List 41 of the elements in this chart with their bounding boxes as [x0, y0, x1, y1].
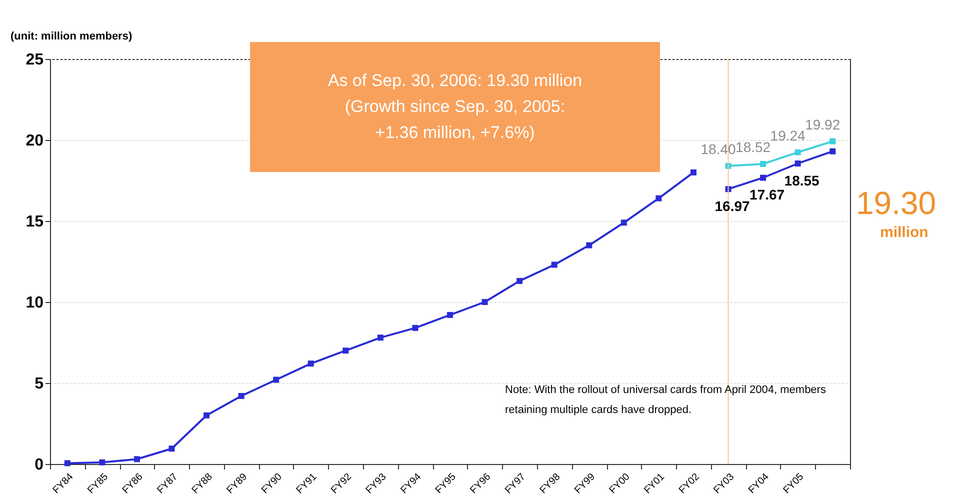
data-label: 19.24	[770, 127, 806, 144]
y-tick-label: 10	[26, 294, 44, 312]
point	[656, 195, 662, 202]
point	[342, 348, 349, 354]
point	[830, 148, 836, 154]
annotation: Note: With the rollout of universal cards from April 2004, members retaining multiple cards have dropped.	[505, 384, 826, 416]
point	[412, 324, 418, 331]
point	[760, 174, 766, 181]
data-label: 18.52	[736, 138, 771, 155]
y-tick-label: 20	[26, 132, 44, 150]
point	[794, 160, 801, 166]
point	[620, 220, 627, 226]
data-label: 16.97	[714, 198, 750, 214]
data-label: 19.92	[805, 116, 840, 132]
callout-box: As of Sep. 30, 2006: 19.30 million (Growth since Sep. 30, 2005: +1.36 million, +7.6%)	[250, 42, 660, 172]
point	[516, 278, 523, 284]
point	[64, 460, 70, 466]
y-tick-label: 5	[34, 376, 44, 392]
y-tick-label: 25	[26, 52, 44, 68]
point	[690, 169, 696, 176]
point	[273, 376, 280, 383]
point	[377, 334, 384, 341]
point	[134, 456, 140, 462]
point	[168, 446, 175, 452]
point	[238, 392, 244, 399]
text: 19.30 million	[856, 185, 936, 241]
data-label: 17.67	[750, 186, 785, 203]
point	[204, 412, 210, 418]
point	[99, 459, 106, 466]
point	[760, 160, 766, 167]
point	[551, 262, 558, 268]
data-label: 18.55	[784, 172, 820, 188]
point	[794, 149, 801, 156]
point	[308, 360, 314, 367]
point	[447, 312, 453, 318]
y-axis-title: (unit: million members)	[10, 30, 132, 42]
point	[830, 138, 836, 144]
y-tick-label: 0	[34, 456, 44, 474]
y-tick-label: 15	[26, 214, 44, 230]
point	[482, 299, 488, 305]
point	[586, 242, 592, 248]
